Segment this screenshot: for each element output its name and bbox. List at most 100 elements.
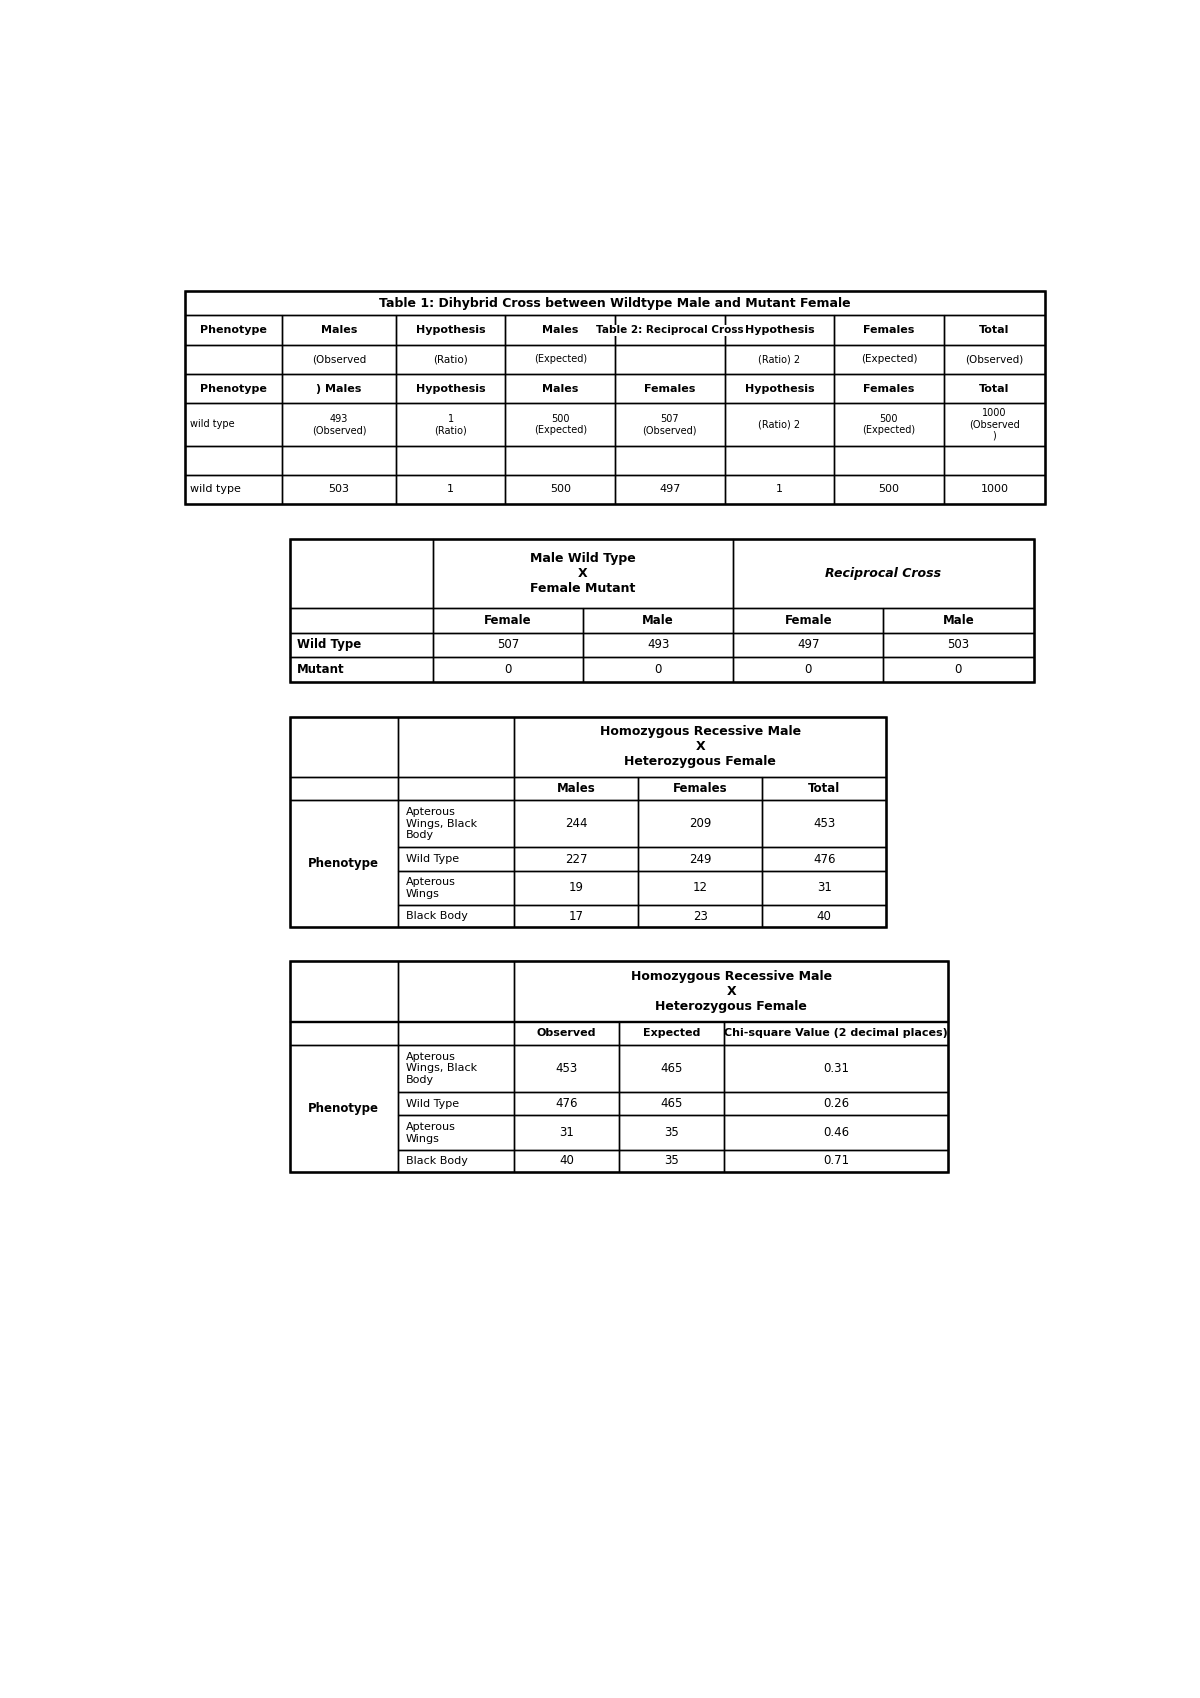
Bar: [724, 1116, 948, 1150]
Bar: [396, 445, 505, 475]
Bar: [834, 445, 943, 475]
Bar: [185, 402, 282, 445]
Bar: [396, 475, 505, 504]
Text: Observed: Observed: [536, 1027, 596, 1037]
Bar: [724, 1022, 948, 1044]
Text: Hypothesis: Hypothesis: [744, 384, 814, 394]
Bar: [515, 1150, 619, 1172]
Text: Hypothesis: Hypothesis: [416, 384, 486, 394]
Text: 0.31: 0.31: [823, 1061, 848, 1075]
Bar: [282, 475, 396, 504]
Text: (Observed): (Observed): [965, 355, 1024, 365]
Text: 503: 503: [329, 484, 349, 494]
Bar: [515, 1092, 619, 1116]
Text: 35: 35: [664, 1155, 678, 1167]
Bar: [398, 1044, 515, 1092]
Bar: [724, 1150, 948, 1172]
Text: 500
(Expected): 500 (Expected): [534, 414, 587, 435]
Bar: [638, 847, 762, 871]
Text: ) Males: ) Males: [317, 384, 361, 394]
Bar: [515, 961, 948, 1022]
Bar: [619, 1022, 724, 1044]
Text: 0: 0: [804, 664, 812, 676]
Text: Expected: Expected: [642, 1027, 700, 1037]
Bar: [883, 633, 1033, 657]
Text: 244: 244: [565, 817, 588, 830]
Text: Table 1: Dihybrid Cross between Wildtype Male and Mutant Female: Table 1: Dihybrid Cross between Wildtype…: [379, 297, 851, 309]
Bar: [289, 608, 433, 633]
Text: 1
(Ratio): 1 (Ratio): [434, 414, 467, 435]
Text: Total: Total: [979, 324, 1009, 335]
Bar: [724, 1044, 948, 1092]
Bar: [638, 776, 762, 800]
Text: 23: 23: [692, 910, 708, 922]
Bar: [616, 374, 725, 402]
Bar: [943, 374, 1045, 402]
Bar: [398, 1150, 515, 1172]
Bar: [185, 475, 282, 504]
Bar: [515, 871, 638, 905]
Text: 493: 493: [647, 638, 670, 652]
Text: wild type: wild type: [191, 484, 241, 494]
Bar: [616, 445, 725, 475]
Text: (Ratio) 2: (Ratio) 2: [758, 419, 800, 430]
Bar: [638, 905, 762, 927]
Bar: [515, 905, 638, 927]
Bar: [505, 345, 616, 374]
Bar: [834, 402, 943, 445]
Text: Wild Type: Wild Type: [406, 854, 458, 864]
Bar: [398, 847, 515, 871]
Bar: [762, 847, 887, 871]
Text: 497: 497: [797, 638, 820, 652]
Text: 0.26: 0.26: [823, 1097, 848, 1110]
Bar: [289, 633, 433, 657]
Text: Chi-square Value (2 decimal places): Chi-square Value (2 decimal places): [724, 1027, 948, 1037]
Text: Apterous
Wings: Apterous Wings: [406, 1122, 456, 1143]
Text: 12: 12: [692, 881, 708, 895]
Bar: [762, 871, 887, 905]
Text: Apterous
Wings, Black
Body: Apterous Wings, Black Body: [406, 807, 476, 841]
Bar: [282, 345, 396, 374]
Text: Male Wild Type
X
Female Mutant: Male Wild Type X Female Mutant: [530, 552, 636, 594]
Bar: [725, 402, 834, 445]
Bar: [616, 316, 725, 345]
Bar: [583, 657, 733, 683]
Bar: [762, 776, 887, 800]
Text: 465: 465: [660, 1061, 683, 1075]
Text: Phenotype: Phenotype: [308, 857, 379, 869]
Bar: [433, 633, 583, 657]
Bar: [515, 1022, 619, 1044]
Bar: [834, 374, 943, 402]
Bar: [289, 717, 398, 776]
Bar: [834, 345, 943, 374]
Text: 500: 500: [878, 484, 900, 494]
Bar: [433, 538, 733, 608]
Text: 0: 0: [504, 664, 511, 676]
Bar: [396, 316, 505, 345]
Text: 500
(Expected): 500 (Expected): [863, 414, 916, 435]
Text: Females: Females: [863, 324, 914, 335]
Text: 1000
(Observed
): 1000 (Observed ): [970, 408, 1020, 441]
Bar: [834, 475, 943, 504]
Bar: [398, 871, 515, 905]
Text: 17: 17: [569, 910, 583, 922]
Bar: [396, 345, 505, 374]
Text: Reciprocal Cross: Reciprocal Cross: [826, 567, 942, 579]
Bar: [515, 1116, 619, 1150]
Text: (Observed: (Observed: [312, 355, 366, 365]
Bar: [583, 608, 733, 633]
Bar: [289, 776, 398, 800]
Bar: [943, 475, 1045, 504]
Text: Females: Females: [863, 384, 914, 394]
Bar: [505, 374, 616, 402]
Bar: [398, 800, 515, 847]
Text: 35: 35: [664, 1126, 678, 1139]
Text: 31: 31: [817, 881, 832, 895]
Text: Total: Total: [979, 384, 1009, 394]
Bar: [505, 402, 616, 445]
Bar: [185, 316, 282, 345]
Text: 0: 0: [654, 664, 661, 676]
Text: wild type: wild type: [191, 419, 235, 430]
Bar: [616, 345, 725, 374]
Text: 497: 497: [659, 484, 680, 494]
